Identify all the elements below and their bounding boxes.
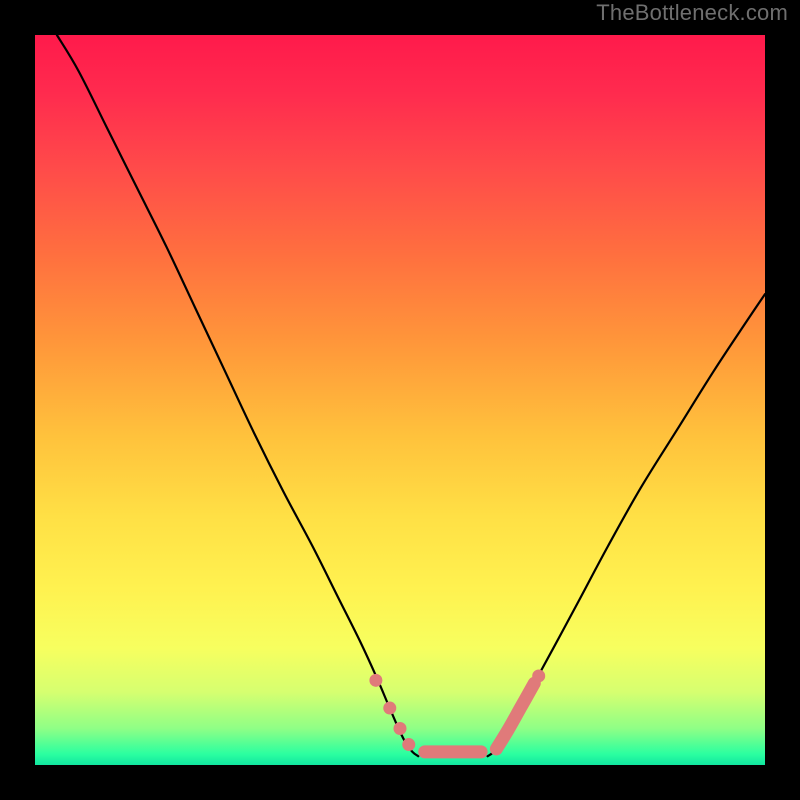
left-marker-dot	[394, 722, 407, 735]
bottom-range-pill	[418, 745, 487, 758]
left-marker-dot	[402, 738, 415, 751]
left-marker-dot	[383, 702, 396, 715]
left-marker-dot	[369, 674, 382, 687]
bottleneck-curve-chart	[0, 0, 800, 800]
chart-canvas: TheBottleneck.com	[0, 0, 800, 800]
gradient-panel	[35, 35, 765, 765]
watermark-text: TheBottleneck.com	[596, 0, 788, 26]
right-end-dot	[532, 669, 545, 682]
